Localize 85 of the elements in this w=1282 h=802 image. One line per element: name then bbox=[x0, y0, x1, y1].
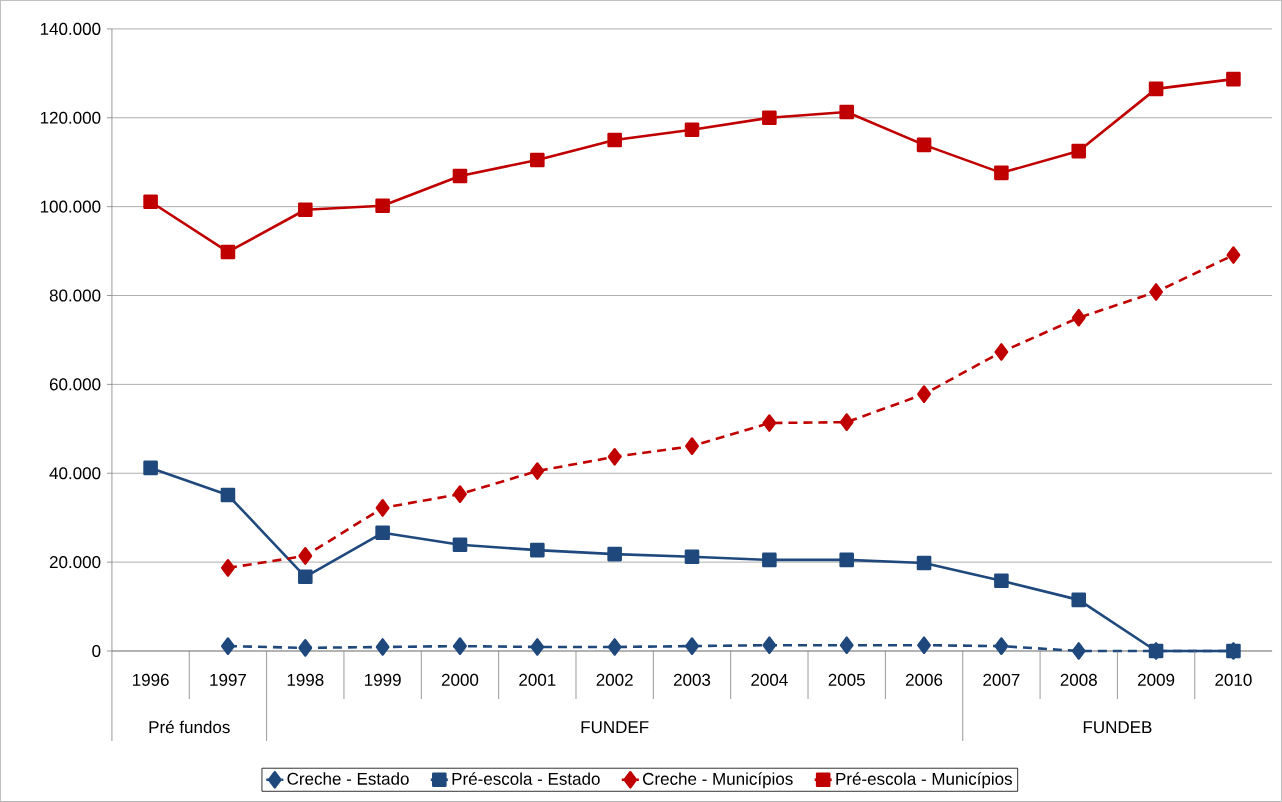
point bbox=[298, 547, 313, 565]
point bbox=[375, 638, 390, 656]
x-tick-label: 2000 bbox=[441, 673, 479, 686]
point bbox=[452, 168, 468, 184]
point bbox=[1149, 283, 1164, 301]
point bbox=[297, 569, 313, 585]
legend-label: Creche - Municípios bbox=[643, 772, 793, 789]
point bbox=[684, 122, 700, 138]
text: FUNDEF bbox=[581, 721, 649, 734]
point bbox=[839, 413, 854, 431]
point bbox=[607, 546, 622, 562]
x-tick-label: 2008 bbox=[1060, 673, 1097, 686]
point bbox=[220, 487, 236, 503]
x-tick-label: 2001 bbox=[519, 673, 556, 686]
point bbox=[375, 198, 390, 214]
point bbox=[839, 104, 854, 120]
y-tick-label: 120.000 bbox=[40, 111, 101, 124]
point bbox=[917, 385, 931, 403]
point bbox=[1226, 246, 1241, 264]
point bbox=[916, 137, 932, 153]
point bbox=[1226, 643, 1241, 659]
point bbox=[607, 132, 622, 148]
point bbox=[684, 549, 700, 565]
point bbox=[375, 499, 390, 517]
point bbox=[607, 638, 622, 656]
point bbox=[994, 165, 1009, 181]
point bbox=[220, 244, 236, 260]
point bbox=[607, 448, 622, 466]
point bbox=[762, 636, 777, 655]
point bbox=[762, 110, 777, 126]
point bbox=[530, 152, 545, 168]
point bbox=[1071, 592, 1087, 608]
point bbox=[1071, 143, 1087, 159]
point bbox=[916, 555, 932, 571]
point bbox=[530, 638, 545, 656]
legend-label: Creche - Estado bbox=[287, 772, 409, 785]
point bbox=[762, 414, 777, 432]
point bbox=[994, 343, 1009, 361]
y-tick-label: 0 bbox=[92, 645, 101, 658]
point bbox=[917, 636, 931, 655]
x-tick-label: 2009 bbox=[1138, 673, 1175, 686]
point bbox=[685, 437, 699, 455]
point bbox=[298, 639, 313, 657]
point bbox=[143, 460, 158, 476]
x-tick-label: 1997 bbox=[210, 673, 246, 686]
point bbox=[994, 637, 1009, 655]
x-tick-label: 2005 bbox=[828, 673, 865, 686]
x-tick-label: 2007 bbox=[983, 673, 1020, 686]
point bbox=[1071, 642, 1086, 660]
x-tick-label: 1999 bbox=[365, 673, 401, 686]
point bbox=[1071, 308, 1086, 327]
legend-label: Pré-escola - Municípios bbox=[836, 772, 1012, 789]
point bbox=[453, 485, 467, 503]
point bbox=[530, 462, 545, 480]
point bbox=[452, 537, 468, 553]
point bbox=[221, 559, 235, 577]
point bbox=[453, 637, 467, 655]
point bbox=[143, 194, 158, 210]
x-tick-label: 2004 bbox=[751, 673, 788, 686]
x-tick-label: 1998 bbox=[287, 673, 324, 686]
x-tick-label: 2010 bbox=[1215, 673, 1252, 686]
x-tick-label: 2003 bbox=[673, 673, 711, 686]
legend-label: Pré-escola - Estado bbox=[452, 772, 600, 785]
point bbox=[839, 636, 854, 655]
point bbox=[375, 525, 390, 541]
point bbox=[530, 542, 545, 558]
y-tick-label: 60.000 bbox=[49, 378, 101, 391]
y-tick-label: 100.000 bbox=[40, 200, 101, 213]
point bbox=[1148, 81, 1164, 97]
point bbox=[762, 552, 777, 568]
point bbox=[1226, 71, 1241, 87]
x-tick-label: 1996 bbox=[132, 673, 169, 686]
point bbox=[685, 637, 699, 655]
text: FUNDEB bbox=[1083, 721, 1152, 734]
y-tick-label: 40.000 bbox=[49, 467, 101, 480]
y-tick-label: 80.000 bbox=[49, 289, 101, 302]
point bbox=[994, 573, 1009, 589]
point bbox=[221, 637, 235, 655]
y-tick-label: 140.000 bbox=[40, 22, 101, 35]
x-tick-label: 2002 bbox=[596, 673, 633, 686]
text: Pré fundos bbox=[149, 720, 230, 734]
point bbox=[297, 202, 313, 218]
x-tick-label: 2006 bbox=[906, 673, 943, 686]
point bbox=[839, 552, 854, 568]
y-tick-label: 20.000 bbox=[49, 556, 101, 569]
